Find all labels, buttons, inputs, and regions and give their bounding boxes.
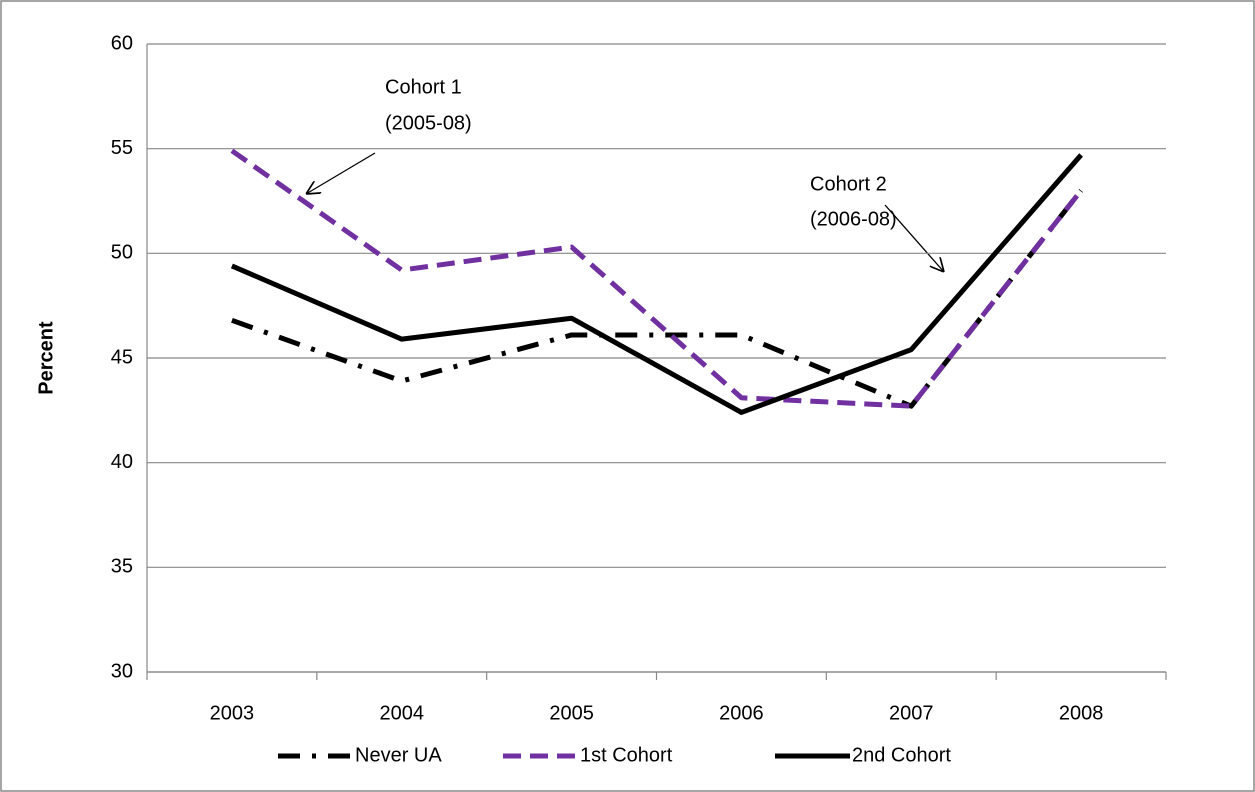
y-tick-label: 40 — [111, 451, 133, 473]
annotation: (2005-08) — [385, 112, 472, 134]
x-tick-label: 2006 — [719, 702, 764, 724]
annotation-arrow — [884, 204, 944, 272]
x-tick-label: 2007 — [889, 702, 934, 724]
legend-label: 2nd Cohort — [852, 744, 951, 766]
annotation-arrow — [306, 152, 376, 194]
x-tick-label: 2008 — [1059, 702, 1104, 724]
annotation: Cohort 1 — [385, 76, 462, 98]
y-tick-label: 60 — [111, 32, 133, 54]
line-series — [230, 153, 1083, 415]
y-tick-label: 30 — [111, 660, 133, 682]
annotation: Cohort 2 — [810, 173, 887, 195]
legend-label: Never UA — [355, 744, 442, 766]
x-tick-label: 2003 — [210, 702, 255, 724]
x-tick-label: 2005 — [549, 702, 594, 724]
y-tick-label: 55 — [111, 137, 133, 159]
annotation: (2006-08) — [810, 208, 897, 230]
y-tick-label: 35 — [111, 556, 133, 578]
x-tick-label: 2004 — [380, 702, 425, 724]
y-tick-label: 50 — [111, 242, 133, 264]
line-series — [230, 148, 1084, 409]
y-axis-label: Percent — [35, 321, 57, 395]
y-tick-label: 45 — [111, 346, 133, 368]
legend-label: 1st Cohort — [580, 744, 673, 766]
